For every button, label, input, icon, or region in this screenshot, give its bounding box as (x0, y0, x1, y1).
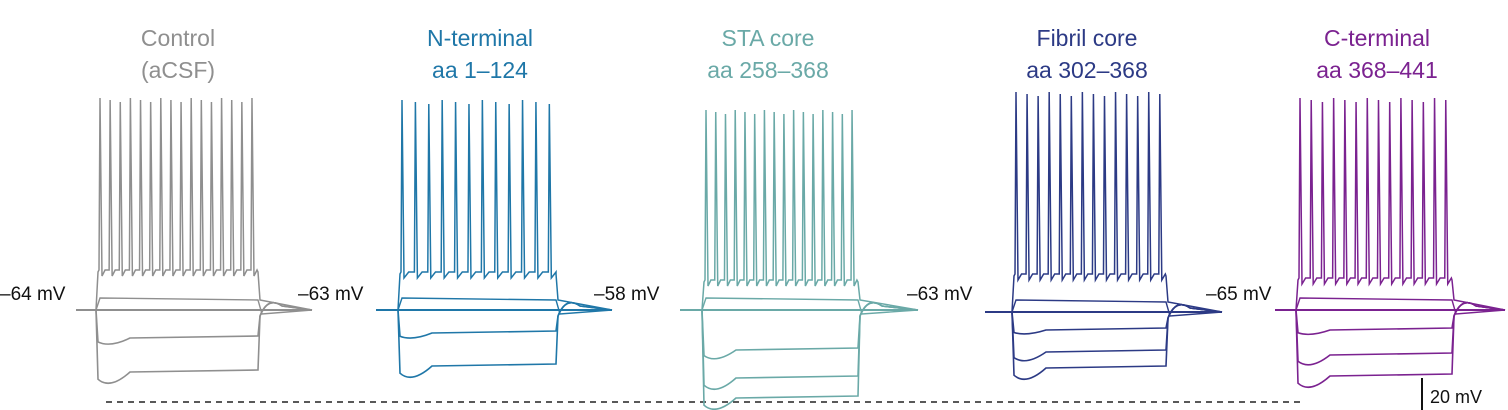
trace-panel: Control (aCSF) –64 mV (0, 25, 313, 385)
resting-potential-label: –58 mV (594, 284, 660, 305)
hyperpolarization-trace (985, 303, 1223, 362)
hyperpolarization-trace (76, 301, 313, 385)
panel-title: Control (141, 25, 215, 51)
action-potential-trace (680, 109, 919, 311)
scale-bar-label: 20 mV (1430, 387, 1482, 407)
action-potential-trace (76, 97, 313, 311)
resting-potential-label: –63 mV (907, 284, 973, 305)
trace-panel: N-terminal aa 1–124 –63 mV (298, 25, 613, 379)
action-potential-trace (376, 99, 613, 311)
panel-title: C-terminal (1324, 25, 1430, 51)
hyperpolarization-trace (376, 301, 613, 379)
scale-bar: 20 mV (1421, 378, 1482, 410)
action-potential-trace (1275, 97, 1506, 311)
trace-panel: Fibril core aa 302–368 –63 mV (907, 25, 1223, 381)
hyperpolarization-trace (680, 301, 919, 360)
panel-title: N-terminal (427, 25, 533, 51)
hyperpolarization-trace (985, 303, 1223, 335)
subthreshold-trace (1275, 297, 1506, 315)
action-potential-trace (985, 91, 1223, 313)
trace-panel: STA core aa 258–368 –58 mV (594, 25, 919, 410)
panel-subtitle: aa 1–124 (432, 57, 528, 83)
hyperpolarization-trace (376, 301, 613, 339)
subthreshold-trace (76, 297, 313, 315)
hyperpolarization-trace (1275, 301, 1506, 389)
hyperpolarization-trace (76, 301, 313, 345)
hyperpolarization-trace (680, 301, 919, 410)
panel-title: Fibril core (1037, 25, 1138, 51)
hyperpolarization-trace (1275, 301, 1506, 336)
resting-potential-label: –65 mV (1206, 284, 1272, 305)
panel-title: STA core (722, 25, 815, 51)
panel-subtitle: (aCSF) (141, 57, 215, 83)
panel-subtitle: aa 368–441 (1316, 57, 1438, 83)
panel-subtitle: aa 258–368 (707, 57, 829, 83)
hyperpolarization-trace (680, 301, 919, 391)
subthreshold-trace (376, 297, 613, 315)
trace-panel: C-terminal aa 368–441 –65 mV (1206, 25, 1506, 389)
resting-potential-label: –63 mV (298, 284, 364, 305)
panel-subtitle: aa 302–368 (1026, 57, 1148, 83)
subthreshold-trace (985, 299, 1223, 317)
resting-potential-label: –64 mV (0, 284, 66, 305)
hyperpolarization-trace (985, 303, 1223, 381)
